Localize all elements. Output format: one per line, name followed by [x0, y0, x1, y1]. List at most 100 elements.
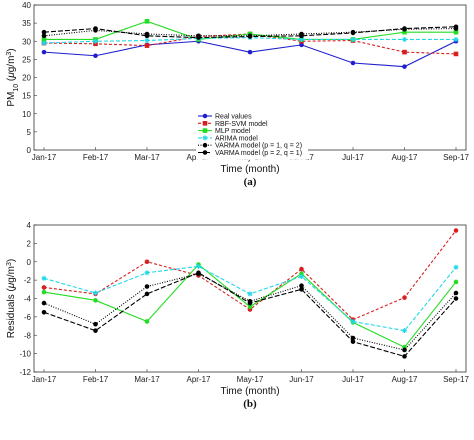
data-point-4-8	[453, 296, 459, 301]
data-point-3-7	[402, 36, 407, 42]
x-tick-label-0: Jan-17	[32, 375, 57, 384]
data-point-2-1	[93, 290, 98, 296]
data-point-3-5	[299, 36, 304, 42]
series-2	[41, 263, 459, 334]
y-axis-label: PM10 (μg/m3)	[6, 48, 20, 106]
y-tick-label-6: 30	[22, 37, 31, 46]
data-point-2-2	[144, 270, 150, 276]
data-point-0-7	[402, 295, 407, 300]
data-point-4-7	[402, 354, 407, 359]
data-point-5-7	[402, 26, 407, 31]
data-point-4-5	[299, 287, 304, 292]
y-tick-label-1: 5	[27, 128, 32, 137]
data-point-2-8	[453, 29, 459, 35]
legend-box	[196, 112, 308, 160]
x-tick-label-7: Aug-17	[392, 153, 418, 162]
y-tick-label-4: -4	[24, 295, 32, 304]
chart-panel-a: 0510152025303540Jan-17Feb-17Mar-17Apr-17…	[6, 1, 470, 188]
data-point-3-8	[453, 36, 459, 42]
data-point-5-5	[299, 33, 304, 39]
data-point-1-0	[41, 289, 47, 295]
data-point-1-7	[402, 49, 407, 55]
data-point-0-5	[299, 42, 304, 48]
y-tick-label-6: 0	[27, 258, 32, 267]
data-point-3-1	[93, 38, 98, 44]
x-tick-label-8: Sep-17	[443, 153, 469, 162]
data-point-1-2	[144, 43, 150, 48]
legend-marker-2	[202, 128, 208, 133]
series-5	[41, 24, 459, 40]
data-point-4-0	[41, 33, 47, 39]
data-point-5-8	[453, 24, 459, 30]
legend-entry-4: VARMA model (p = 1, q = 2)	[215, 143, 302, 150]
data-point-0-2	[144, 259, 150, 265]
data-point-2-5	[299, 273, 304, 279]
x-tick-label-5: Jun-17	[289, 375, 314, 384]
data-point-2-7	[402, 328, 407, 334]
data-point-5-4	[247, 34, 253, 39]
data-point-1-8	[453, 51, 459, 57]
x-tick-label-6: Jul-17	[342, 375, 364, 384]
data-point-3-6	[350, 335, 356, 341]
x-tick-label-4: May-17	[237, 375, 264, 384]
data-point-1-8	[453, 279, 459, 285]
data-point-4-2	[144, 291, 150, 297]
y-tick-label-8: 4	[27, 221, 32, 230]
series-0	[41, 38, 459, 69]
legend-entry-0: Real values	[215, 114, 252, 121]
data-point-2-2	[144, 19, 150, 24]
panel-caption: (a)	[244, 176, 257, 188]
data-point-0-4	[247, 49, 253, 55]
legend-entry-1: RBF-SVM model	[215, 121, 268, 128]
data-point-4-4	[247, 300, 253, 306]
data-point-0-6	[350, 60, 356, 66]
data-point-3-1	[93, 321, 98, 327]
data-point-3-0	[41, 40, 47, 46]
data-point-3-7	[402, 347, 407, 353]
series-1	[41, 262, 459, 350]
legend-marker-1	[202, 121, 208, 126]
data-point-0-8	[453, 228, 459, 233]
y-tick-label-3: 15	[22, 92, 31, 101]
data-point-5-1	[93, 26, 98, 31]
data-point-1-4	[247, 304, 253, 310]
y-tick-label-4: 20	[22, 74, 31, 83]
data-point-2-8	[453, 264, 459, 270]
y-tick-label-2: -8	[24, 331, 32, 340]
y-tick-label-5: 25	[22, 55, 31, 64]
legend-marker-4	[202, 142, 208, 148]
legend-entry-3: ARIMA model	[215, 135, 258, 142]
data-point-3-0	[41, 300, 47, 306]
data-point-0-0	[41, 285, 47, 290]
x-tick-label-1: Feb-17	[83, 375, 109, 384]
series-line-2	[43, 265, 457, 332]
data-point-5-3	[196, 35, 201, 40]
x-tick-label-7: Aug-17	[392, 375, 418, 384]
y-tick-label-8: 40	[22, 1, 31, 10]
data-point-3-2	[144, 38, 150, 44]
x-tick-label-8: Sep-17	[443, 375, 469, 384]
y-tick-label-2: 10	[22, 110, 31, 119]
data-point-2-6	[350, 318, 356, 324]
data-point-0-1	[93, 53, 98, 59]
chart-panel-b: -12 -10 -8 -6 -4 -2 0 2 4 Jan-17 Feb-17 Mar-17 Apr-1…	[6, 221, 470, 410]
data-point-5-6	[350, 30, 356, 36]
series-4	[41, 270, 459, 359]
data-point-3-5	[299, 283, 304, 288]
data-point-5-0	[41, 29, 47, 35]
y-tick-label-7: 35	[22, 19, 31, 28]
x-tick-label-0: Jan-17	[32, 153, 57, 162]
y-tick-label-1: -10	[19, 350, 31, 359]
x-axis-label: Time (month)	[220, 386, 279, 397]
x-axis-label: Time (month)	[220, 164, 279, 175]
data-point-4-1	[93, 328, 98, 333]
data-point-4-0	[41, 309, 47, 315]
data-point-2-0	[41, 275, 47, 281]
data-point-2-3	[196, 263, 201, 269]
legend-entry-2: MLP model	[215, 128, 251, 135]
panel-caption: (b)	[243, 398, 257, 410]
legend-marker-5	[202, 150, 208, 155]
data-point-1-1	[93, 298, 98, 303]
y-tick-label-5: -2	[24, 276, 32, 285]
